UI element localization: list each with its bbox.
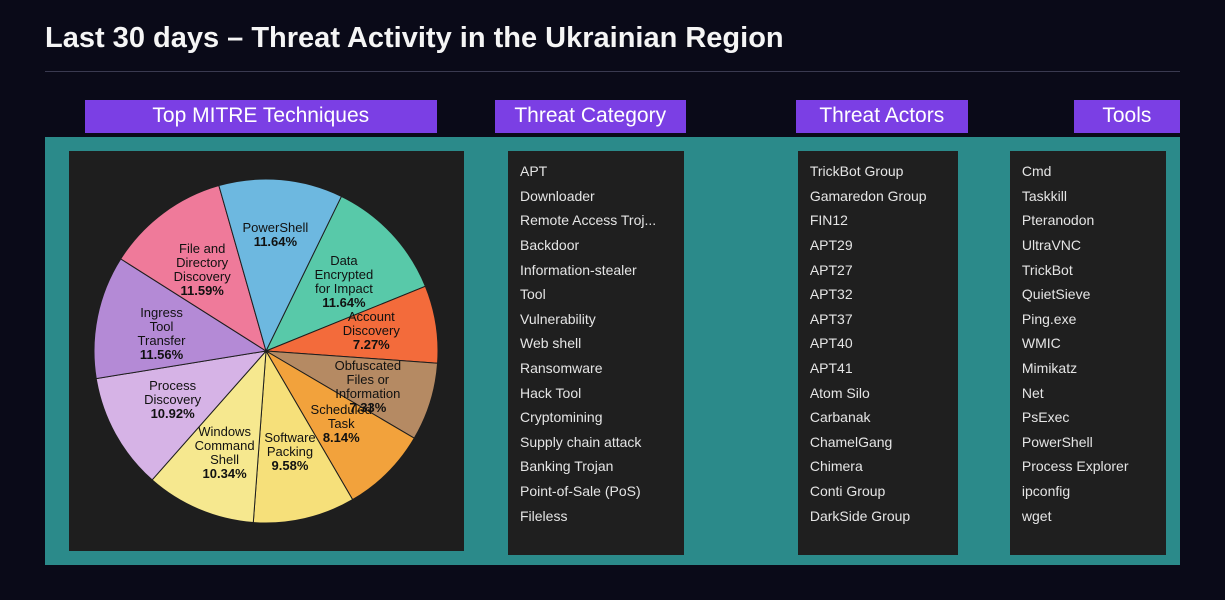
list-item: Cmd: [1022, 159, 1154, 184]
pie-chart: DataEncryptedfor Impact11.64%AccountDisc…: [69, 151, 464, 551]
list-item: APT29: [810, 233, 946, 258]
list-item: APT41: [810, 356, 946, 381]
list-item: Carbanak: [810, 405, 946, 430]
list-item: Gamaredon Group: [810, 184, 946, 209]
list-item: TrickBot: [1022, 257, 1154, 282]
list-item: Hack Tool: [520, 380, 672, 405]
list-item: Remote Access Troj...: [520, 208, 672, 233]
header-tools: Tools: [1074, 100, 1180, 133]
list-item: DarkSide Group: [810, 503, 946, 528]
section-headers: Top MITRE Techniques Threat Category Thr…: [45, 100, 1180, 133]
list-item: Mimikatz: [1022, 356, 1154, 381]
list-item: ChamelGang: [810, 430, 946, 455]
list-item: ipconfig: [1022, 479, 1154, 504]
list-item: Chimera: [810, 454, 946, 479]
list-item: FIN12: [810, 208, 946, 233]
list-item: Ping.exe: [1022, 307, 1154, 332]
pie-svg: [69, 151, 464, 551]
list-item: Conti Group: [810, 479, 946, 504]
page-title: Last 30 days – Threat Activity in the Uk…: [45, 22, 1180, 55]
list-item: TrickBot Group: [810, 159, 946, 184]
main-panel: DataEncryptedfor Impact11.64%AccountDisc…: [45, 137, 1180, 565]
list-item: Downloader: [520, 184, 672, 209]
list-item: Fileless: [520, 503, 672, 528]
list-item: Taskkill: [1022, 184, 1154, 209]
list-item: PowerShell: [1022, 430, 1154, 455]
title-divider: [45, 71, 1180, 72]
list-item: wget: [1022, 503, 1154, 528]
dashboard: Last 30 days – Threat Activity in the Uk…: [0, 0, 1225, 565]
list-item: PsExec: [1022, 405, 1154, 430]
list-item: Information-stealer: [520, 257, 672, 282]
list-item: Atom Silo: [810, 380, 946, 405]
header-category: Threat Category: [495, 100, 686, 133]
list-item: UltraVNC: [1022, 233, 1154, 258]
list-item: APT: [520, 159, 672, 184]
list-item: Ransomware: [520, 356, 672, 381]
list-item: APT27: [810, 257, 946, 282]
list-item: Cryptomining: [520, 405, 672, 430]
header-mitre: Top MITRE Techniques: [85, 100, 437, 133]
tools-list: CmdTaskkillPteranodonUltraVNCTrickBotQui…: [1010, 151, 1166, 555]
list-item: Supply chain attack: [520, 430, 672, 455]
list-item: APT40: [810, 331, 946, 356]
list-item: Tool: [520, 282, 672, 307]
list-item: QuietSieve: [1022, 282, 1154, 307]
list-item: Web shell: [520, 331, 672, 356]
list-item: Point-of-Sale (PoS): [520, 479, 672, 504]
list-item: APT37: [810, 307, 946, 332]
list-item: WMIC: [1022, 331, 1154, 356]
header-actors: Threat Actors: [796, 100, 968, 133]
list-item: Backdoor: [520, 233, 672, 258]
threat-actors-list: TrickBot GroupGamaredon GroupFIN12APT29A…: [798, 151, 958, 555]
list-item: Pteranodon: [1022, 208, 1154, 233]
list-item: Net: [1022, 380, 1154, 405]
list-item: Vulnerability: [520, 307, 672, 332]
list-item: Banking Trojan: [520, 454, 672, 479]
list-item: Process Explorer: [1022, 454, 1154, 479]
list-item: APT32: [810, 282, 946, 307]
threat-category-list: APTDownloaderRemote Access Troj...Backdo…: [508, 151, 684, 555]
